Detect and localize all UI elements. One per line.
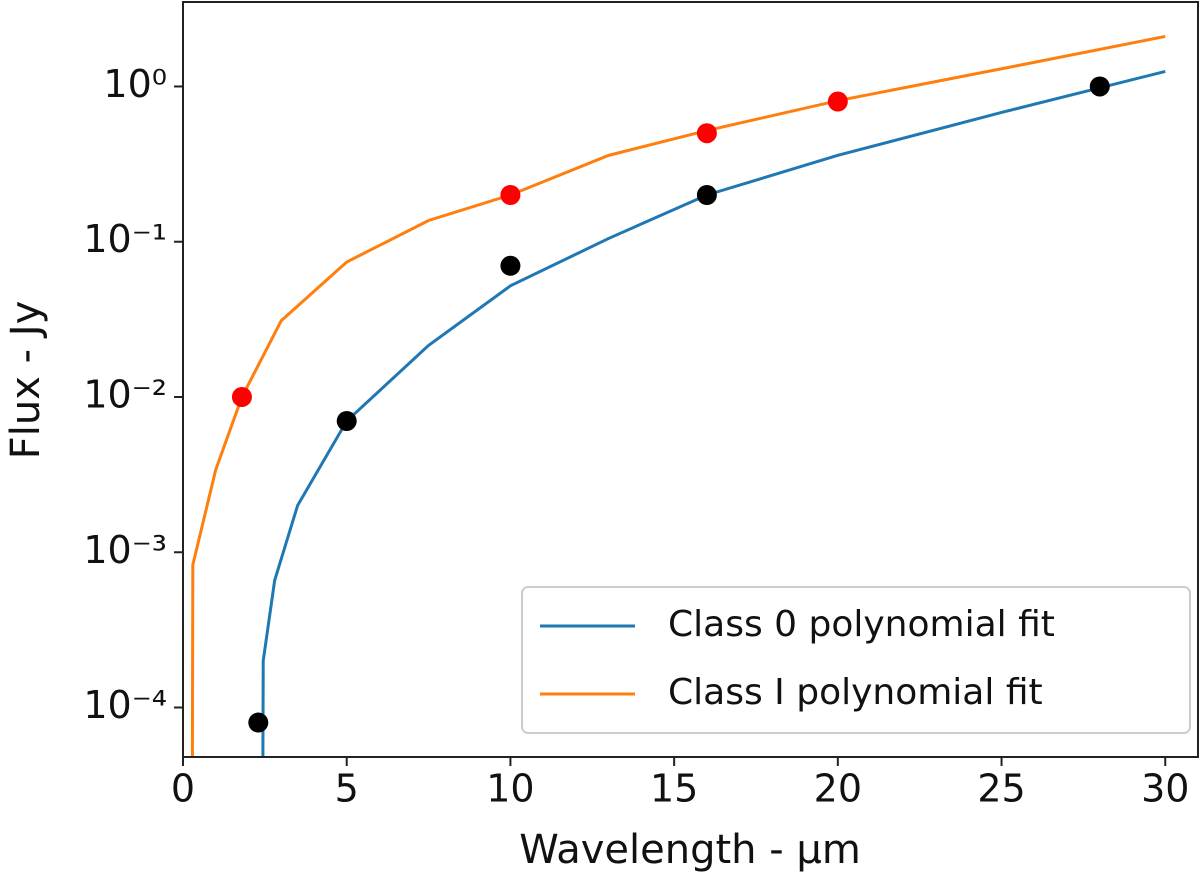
y-tick-label: 10⁻² bbox=[83, 372, 167, 416]
y-tick-label: 10⁻¹ bbox=[83, 217, 167, 261]
x-tick-label: 5 bbox=[335, 767, 359, 811]
plot-area bbox=[190, 34, 1166, 757]
fit-line bbox=[190, 34, 1166, 757]
axes-frame bbox=[182, 1, 1199, 758]
legend-label: Class I polynomial fit bbox=[668, 672, 1043, 713]
y-tick-label: 10⁻⁴ bbox=[83, 683, 167, 727]
x-tick-label: 0 bbox=[171, 767, 195, 811]
x-axis-title: Wavelength - μm bbox=[519, 827, 861, 873]
data-point bbox=[231, 386, 252, 407]
data-point bbox=[696, 184, 717, 205]
legend-label: Class 0 polynomial fit bbox=[668, 604, 1055, 645]
x-tick-label: 10 bbox=[486, 767, 534, 811]
data-point bbox=[1089, 76, 1110, 97]
x-tick-label: 25 bbox=[977, 767, 1025, 811]
x-tick-label: 30 bbox=[1141, 767, 1189, 811]
data-point bbox=[500, 255, 521, 276]
y-tick-label: 10⁰ bbox=[103, 62, 167, 106]
data-point bbox=[827, 91, 848, 112]
data-point bbox=[248, 712, 269, 733]
x-tick-label: 20 bbox=[814, 767, 862, 811]
legend-box bbox=[521, 586, 1191, 734]
fit-line bbox=[261, 69, 1166, 757]
data-point bbox=[696, 123, 717, 144]
y-axis-title: Flux - Jy bbox=[3, 301, 49, 459]
y-tick-label: 10⁻³ bbox=[83, 528, 167, 572]
data-point bbox=[500, 184, 521, 205]
x-tick-label: 15 bbox=[650, 767, 698, 811]
data-point bbox=[336, 411, 357, 432]
